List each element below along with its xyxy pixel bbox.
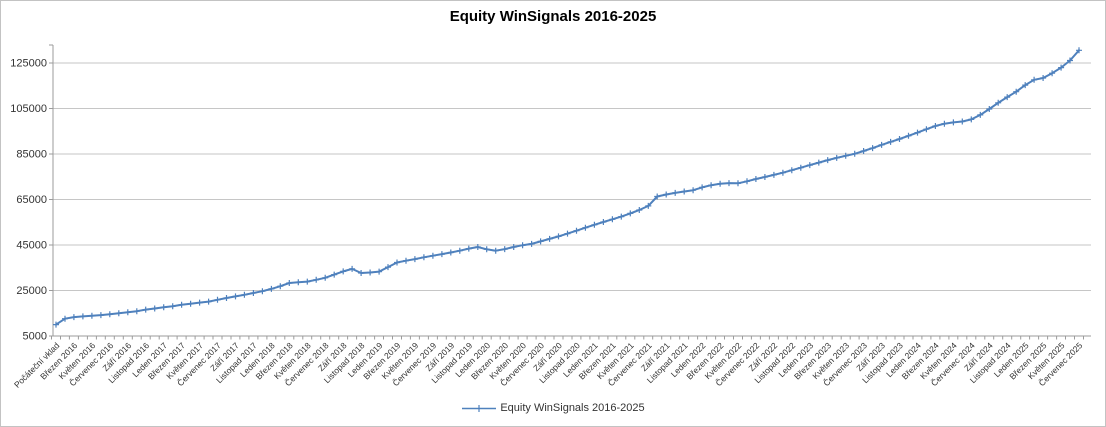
y-tick-label: 105000 (10, 103, 47, 115)
legend-line-marker-icon (462, 404, 497, 412)
y-tick-label: 5000 (23, 331, 47, 343)
legend-label: Equity WinSignals 2016-2025 (500, 402, 645, 414)
series-line (55, 49, 1080, 326)
y-tick-label: 45000 (16, 240, 47, 252)
y-tick-label: 125000 (10, 58, 47, 70)
legend: Equity WinSignals 2016-2025 (1, 402, 1105, 414)
y-tick-label: 85000 (16, 149, 47, 161)
chart-title: Equity WinSignals 2016-2025 (449, 8, 657, 25)
series-markers (53, 47, 1082, 328)
y-tick-label: 25000 (16, 285, 47, 297)
y-tick-label: 65000 (16, 194, 47, 206)
